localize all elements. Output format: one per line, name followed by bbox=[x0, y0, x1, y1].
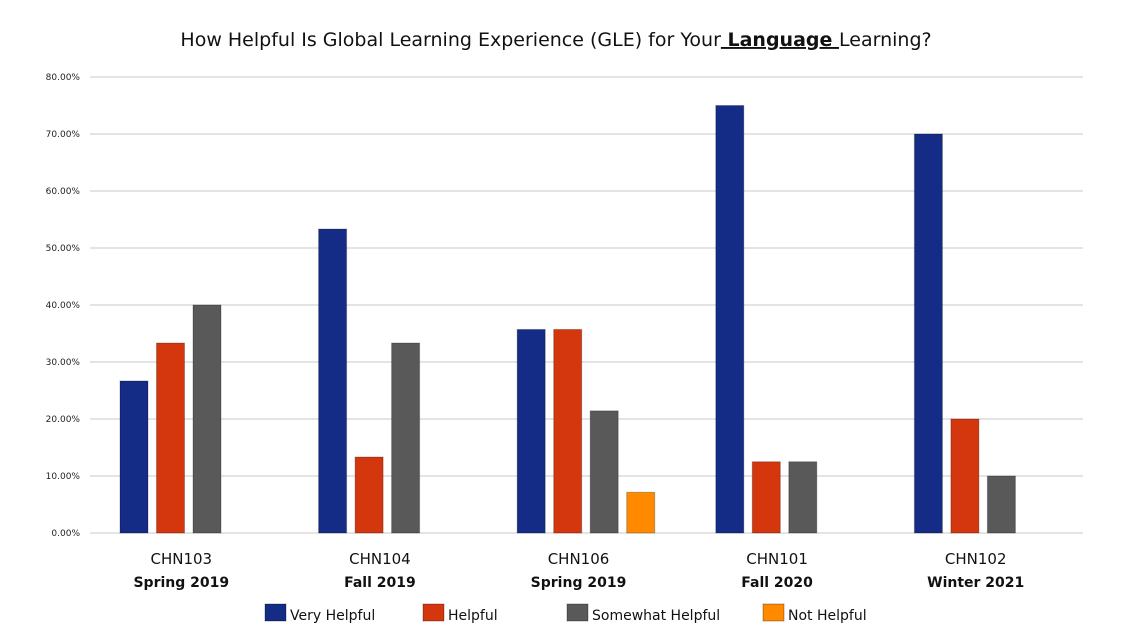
bar-not-helpful bbox=[626, 491, 656, 534]
y-tick-label: 10.00% bbox=[46, 472, 81, 482]
bar-very-helpful bbox=[119, 380, 149, 534]
y-tick-label: 30.00% bbox=[46, 358, 81, 368]
bar-somewhat-helpful bbox=[589, 410, 619, 534]
x-tick-label-term: Fall 2020 bbox=[741, 575, 813, 591]
bar-helpful bbox=[751, 461, 781, 534]
y-tick-label: 0.00% bbox=[51, 529, 80, 539]
bar-somewhat-helpful bbox=[192, 304, 222, 534]
legend-swatch bbox=[762, 603, 785, 622]
chart-title-after: Learning? bbox=[839, 29, 932, 51]
x-tick-label-code: CHN102 bbox=[945, 550, 1007, 568]
legend-label: Very Helpful bbox=[290, 608, 375, 624]
y-tick-label: 40.00% bbox=[46, 301, 81, 311]
y-tick-label: 80.00% bbox=[46, 73, 81, 83]
x-tick-label-code: CHN106 bbox=[548, 550, 610, 568]
y-tick-label: 60.00% bbox=[46, 187, 81, 197]
bar-helpful bbox=[156, 342, 185, 534]
chart-title: How Helpful Is Global Learning Experienc… bbox=[180, 29, 931, 51]
legend-swatch bbox=[422, 603, 445, 622]
bar-very-helpful bbox=[715, 105, 745, 534]
x-tick-label-code: CHN101 bbox=[746, 550, 808, 568]
bar-somewhat-helpful bbox=[986, 475, 1016, 534]
legend-label: Not Helpful bbox=[788, 608, 867, 624]
y-axis-ticks: 0.00% 10.00% 20.00% 30.00% 40.00% 50.00% 60.00… bbox=[46, 73, 81, 539]
bar-helpful bbox=[950, 418, 980, 534]
gridlines bbox=[90, 76, 1083, 534]
x-tick-label-code: CHN103 bbox=[150, 550, 212, 568]
x-axis-labels: CHN103 Spring 2019 CHN104 Fall 2019 CHN106 Sp… bbox=[133, 550, 1024, 591]
bar-very-helpful bbox=[516, 328, 546, 534]
y-tick-label: 20.00% bbox=[46, 415, 81, 425]
x-tick-label-term: Spring 2019 bbox=[133, 575, 229, 591]
chart-title-before: How Helpful Is Global Learning Experienc… bbox=[180, 29, 721, 51]
legend-swatch bbox=[264, 603, 287, 622]
x-tick-label-term: Fall 2019 bbox=[344, 575, 416, 591]
x-tick-label-term: Spring 2019 bbox=[531, 575, 627, 591]
bar-somewhat-helpful bbox=[788, 461, 818, 534]
legend-label: Helpful bbox=[448, 608, 498, 624]
y-tick-label: 70.00% bbox=[46, 130, 81, 140]
bar-very-helpful bbox=[318, 228, 348, 534]
y-tick-label: 50.00% bbox=[46, 244, 81, 254]
legend-label: Somewhat Helpful bbox=[592, 608, 720, 624]
x-tick-label-code: CHN104 bbox=[349, 550, 411, 568]
legend-swatch bbox=[566, 603, 589, 622]
x-tick-label-term: Winter 2021 bbox=[927, 575, 1024, 591]
bars bbox=[119, 105, 1016, 534]
bar-somewhat-helpful bbox=[391, 342, 421, 534]
legend: Very Helpful Helpful Somewhat Helpful Not H… bbox=[264, 603, 867, 624]
bar-very-helpful bbox=[913, 133, 943, 534]
chart-title-emphasis: Language bbox=[721, 29, 839, 51]
bar-helpful bbox=[553, 328, 583, 534]
bar-helpful bbox=[354, 456, 384, 534]
